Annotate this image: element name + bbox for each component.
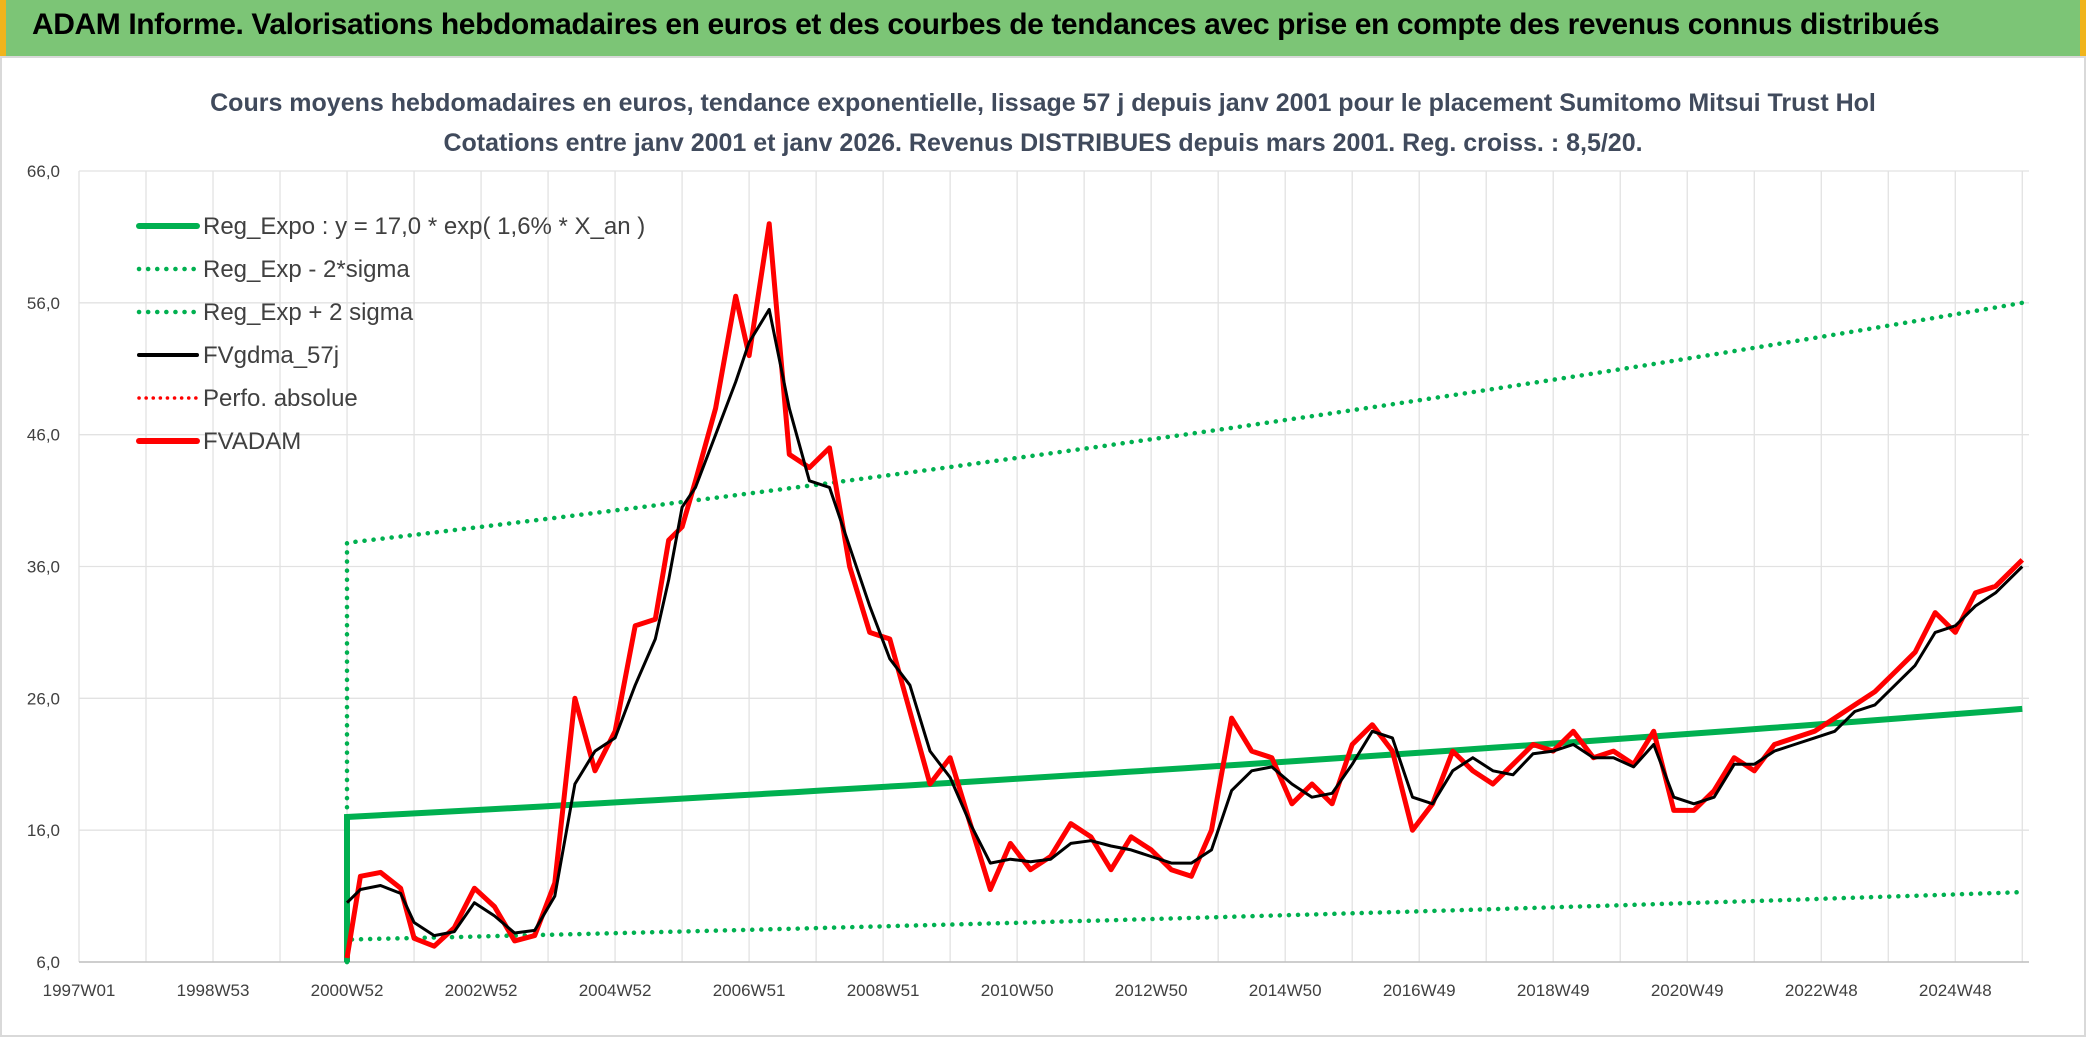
x-tick-label: 1998W53 xyxy=(177,981,250,1000)
x-tick-label: 2012W50 xyxy=(1115,981,1188,1000)
line-chart: Cours moyens hebdomadaires en euros, ten… xyxy=(27,89,2029,1000)
fvadam-price-line xyxy=(344,221,2025,959)
legend-label-price: FVADAM xyxy=(203,428,301,455)
report-title: ADAM Informe. Valorisations hebdomadaire… xyxy=(32,8,1940,41)
x-tick-label: 2014W50 xyxy=(1249,981,1322,1000)
grid xyxy=(78,170,2029,963)
legend-label-perf: Perfo. absolue xyxy=(203,385,358,412)
x-tick-label: 2022W48 xyxy=(1785,981,1858,1000)
y-tick-label: 26,0 xyxy=(27,689,60,708)
x-tick-label: 2018W49 xyxy=(1517,981,1590,1000)
plot-area xyxy=(344,221,2025,965)
legend-label-high: Reg_Exp + 2 sigma xyxy=(203,299,414,326)
x-tick-label: 2024W48 xyxy=(1919,981,1992,1000)
axes: 6,0 16,0 26,0 36,0 46,0 56,0 66,0 1997W01 1998W5… xyxy=(27,162,2029,1000)
x-tick-label: 2020W49 xyxy=(1651,981,1724,1000)
x-tick-label: 2004W52 xyxy=(579,981,652,1000)
x-tick-label: 2008W51 xyxy=(847,981,920,1000)
legend-label-reg: Reg_Expo : y = 17,0 * exp( 1,6% * X_an ) xyxy=(203,213,645,240)
x-tick-label: 2010W50 xyxy=(981,981,1054,1000)
x-tick-label: 2006W51 xyxy=(713,981,786,1000)
y-tick-label: 6,0 xyxy=(36,953,60,972)
y-tick-label: 66,0 xyxy=(27,162,60,181)
y-tick-label: 16,0 xyxy=(27,821,60,840)
reg-minus-2sigma-line xyxy=(344,889,2025,965)
chart-subtitle: Cotations entre janv 2001 et janv 2026. … xyxy=(443,129,1642,157)
legend-label-smooth: FVgdma_57j xyxy=(203,342,339,369)
legend: Reg_Expo : y = 17,0 * exp( 1,6% * X_an )… xyxy=(136,213,645,455)
fvgdma-smoothed-line xyxy=(345,307,2024,938)
reg-expo-line xyxy=(344,705,2023,962)
legend-label-low: Reg_Exp - 2*sigma xyxy=(203,256,410,283)
y-tick-label: 46,0 xyxy=(27,426,60,445)
x-tick-label: 2002W52 xyxy=(445,981,518,1000)
x-tick-label: 1997W01 xyxy=(43,981,116,1000)
y-tick-label: 56,0 xyxy=(27,294,60,313)
x-tick-label: 2000W52 xyxy=(311,981,384,1000)
chart-frame: Cours moyens hebdomadaires en euros, ten… xyxy=(0,56,2086,1037)
chart-title: Cours moyens hebdomadaires en euros, ten… xyxy=(210,89,1876,117)
x-tick-label: 2016W49 xyxy=(1383,981,1456,1000)
y-tick-label: 36,0 xyxy=(27,558,60,577)
report-header: ADAM Informe. Valorisations hebdomadaire… xyxy=(0,0,2086,56)
